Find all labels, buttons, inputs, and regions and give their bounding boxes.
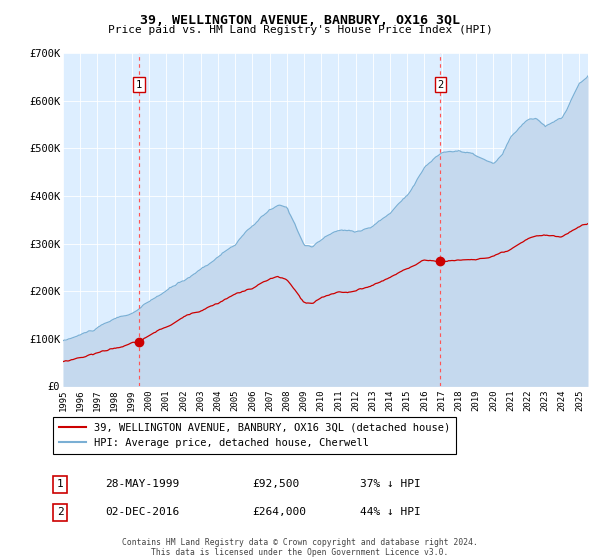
Text: 2: 2	[56, 507, 64, 517]
Text: 02-DEC-2016: 02-DEC-2016	[105, 507, 179, 517]
Text: Price paid vs. HM Land Registry's House Price Index (HPI): Price paid vs. HM Land Registry's House …	[107, 25, 493, 35]
Text: £264,000: £264,000	[252, 507, 306, 517]
Text: £92,500: £92,500	[252, 479, 299, 489]
Legend: 39, WELLINGTON AVENUE, BANBURY, OX16 3QL (detached house), HPI: Average price, d: 39, WELLINGTON AVENUE, BANBURY, OX16 3QL…	[53, 417, 457, 454]
Text: 28-MAY-1999: 28-MAY-1999	[105, 479, 179, 489]
Text: 44% ↓ HPI: 44% ↓ HPI	[360, 507, 421, 517]
Text: 2: 2	[437, 80, 443, 90]
Text: 37% ↓ HPI: 37% ↓ HPI	[360, 479, 421, 489]
Text: Contains HM Land Registry data © Crown copyright and database right 2024.
This d: Contains HM Land Registry data © Crown c…	[122, 538, 478, 557]
Text: 39, WELLINGTON AVENUE, BANBURY, OX16 3QL: 39, WELLINGTON AVENUE, BANBURY, OX16 3QL	[140, 14, 460, 27]
Text: 1: 1	[56, 479, 64, 489]
Text: 1: 1	[136, 80, 142, 90]
